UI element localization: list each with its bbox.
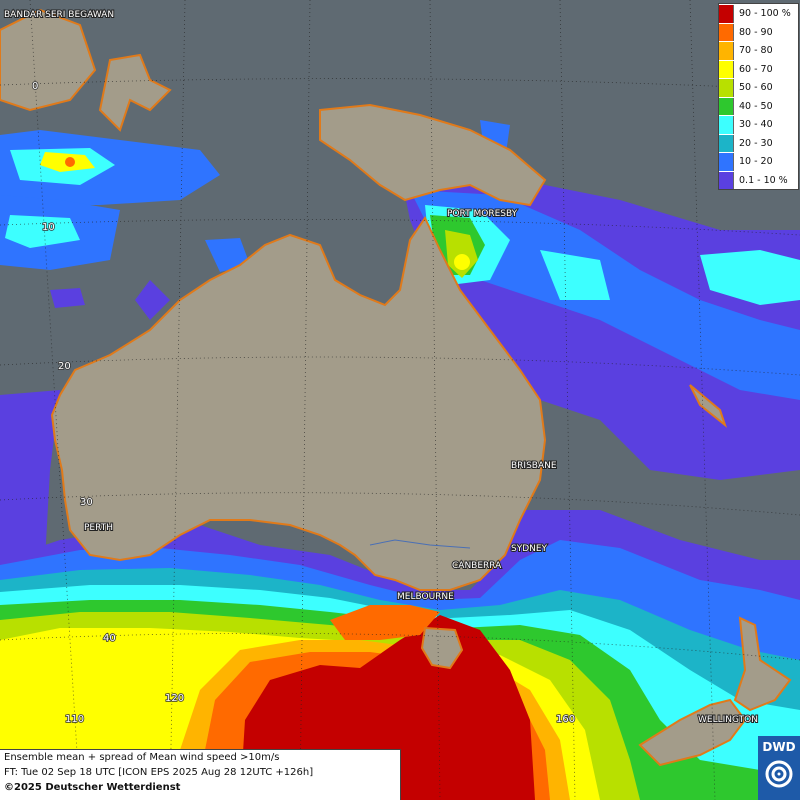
- legend-label: 80 - 90: [739, 26, 773, 38]
- legend-swatch: [719, 60, 734, 78]
- australia: [50, 215, 547, 591]
- legend-label: 20 - 30: [739, 137, 773, 149]
- legend-swatch: [719, 171, 734, 189]
- land: [0, 8, 792, 767]
- city-melbourne: MELBOURNE: [397, 592, 454, 602]
- legend-label: 40 - 50: [739, 100, 773, 112]
- info-forecast-time: FT: Tue 02 Sep 18 UTC [ICON EPS 2025 Aug…: [4, 767, 314, 778]
- city-markers: BANDAR SERI BEGAWAN PORT MORESBY BRISBAN…: [3, 9, 759, 726]
- legend-swatch: [719, 42, 734, 60]
- city-bandar-seri-begawan: BANDAR SERI BEGAWAN: [4, 10, 114, 20]
- tasmania: [420, 626, 464, 670]
- legend-label: 30 - 40: [739, 119, 773, 131]
- legend-swatch: [719, 116, 734, 134]
- legend-row: 30 - 40: [719, 115, 798, 134]
- legend: 90 - 100 % 80 - 90 70 - 80 60 - 70 50 - 60 40…: [718, 3, 799, 190]
- legend-row: 40 - 50: [719, 96, 798, 115]
- swirl-icon: [765, 760, 793, 788]
- legend-label: 0.1 - 10 %: [739, 174, 788, 186]
- borneo: [0, 8, 97, 112]
- legend-row: 50 - 60: [719, 78, 798, 97]
- lon-label-110: 110: [65, 714, 84, 725]
- legend-swatch: [719, 134, 734, 152]
- legend-row: 80 - 90: [719, 22, 798, 41]
- info-box: Ensemble mean + spread of Mean wind spee…: [0, 749, 401, 800]
- new-zealand-south: [638, 698, 747, 767]
- lon-label-120: 120: [165, 693, 184, 704]
- dwd-logo: DWD: [758, 736, 800, 800]
- legend-label: 10 - 20: [739, 156, 773, 168]
- legend-row: 0.1 - 10 %: [719, 170, 798, 189]
- lat-label-20: 20: [58, 361, 71, 372]
- legend-row: 70 - 80: [719, 41, 798, 60]
- legend-swatch: [719, 79, 734, 97]
- lon-label-160: 160: [556, 714, 575, 725]
- legend-label: 90 - 100 %: [739, 8, 791, 20]
- dwd-logo-text: DWD: [762, 740, 796, 754]
- info-title: Ensemble mean + spread of Mean wind spee…: [4, 752, 280, 763]
- lat-label-40: 40: [103, 633, 116, 644]
- murray-river: [369, 539, 471, 549]
- city-sydney: SYDNEY: [511, 544, 548, 554]
- legend-label: 50 - 60: [739, 82, 773, 94]
- new-zealand-north: [733, 616, 792, 712]
- city-canberra: CANBERRA: [452, 561, 502, 571]
- legend-swatch: [719, 23, 734, 41]
- city-wellington: WELLINGTON: [698, 715, 758, 725]
- legend-row: 90 - 100 %: [719, 4, 798, 23]
- lat-label-0: 0: [32, 81, 38, 92]
- legend-row: 10 - 20: [719, 152, 798, 171]
- city-port-moresby: PORT MORESBY: [447, 209, 518, 219]
- lat-label-10: 10: [42, 222, 55, 233]
- legend-swatch: [719, 97, 734, 115]
- new-caledonia: [689, 384, 728, 428]
- legend-row: 20 - 30: [719, 133, 798, 152]
- legend-swatch: [719, 5, 734, 23]
- new-guinea: [319, 103, 547, 207]
- info-copyright: ©2025 Deutscher Wetterdienst: [4, 782, 181, 793]
- legend-swatch: [719, 153, 734, 171]
- city-brisbane: BRISBANE: [511, 461, 557, 471]
- city-perth: PERTH: [84, 523, 113, 533]
- legend-label: 60 - 70: [739, 63, 773, 75]
- legend-row: 60 - 70: [719, 59, 798, 78]
- lat-label-30: 30: [80, 497, 93, 508]
- legend-label: 70 - 80: [739, 45, 773, 57]
- sulawesi: [98, 53, 172, 132]
